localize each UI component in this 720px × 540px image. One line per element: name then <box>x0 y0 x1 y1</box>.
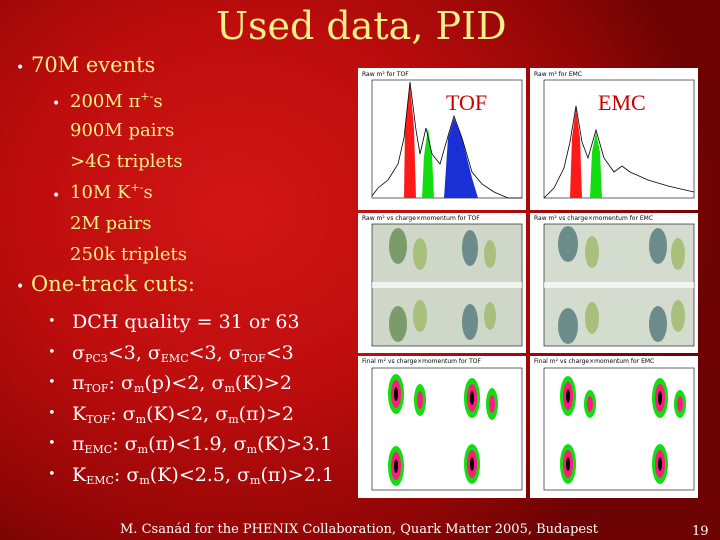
events-text: 70M events <box>30 53 156 77</box>
pion-peak <box>570 108 582 198</box>
cut-pi-tof: • πTOF: σm(p)<2, σm(K)>2 <box>48 372 292 395</box>
tof-label: TOF <box>446 90 487 115</box>
kaons-line: 10M K+-s <box>70 181 153 203</box>
pion-suffix: s <box>153 91 163 112</box>
pions-count: 200M <box>70 91 123 112</box>
plot-title: Raw m² vs charge×momentum for EMC <box>534 215 653 222</box>
pions-line: 200M π+-s <box>70 90 163 112</box>
pid-figure: Raw m² for TOF Raw m² for EMC Raw m² vs … <box>358 68 698 498</box>
tof-raw-scatter <box>371 223 523 347</box>
pion-triplets: >4G triplets <box>70 151 183 172</box>
kaon-suffix: s <box>143 182 153 203</box>
kaon-pairs: 2M pairs <box>70 213 152 234</box>
bullet-dot: • <box>52 188 61 204</box>
slide-title: Used data, PID <box>216 4 507 48</box>
bullet-events: • 70M events <box>16 53 156 77</box>
tof-histogram: TOF <box>371 79 523 199</box>
bullet-dot: • <box>52 96 61 112</box>
tof-distribution <box>371 81 522 199</box>
pion-symbol: π <box>128 91 141 112</box>
cuts-list: • DCH quality = 31 or 63 • σPC3<3, σEMC<3… <box>48 307 378 490</box>
pion-charge: +- <box>140 90 154 103</box>
proton-peak <box>444 118 478 198</box>
cut-dch: • DCH quality = 31 or 63 <box>48 307 378 338</box>
cut-k-emc: • KEMC: σm(K)<2.5, σm(π)>2.1 <box>48 463 334 487</box>
cut-k-tof: • KTOF: σm(K)<2, σm(π)>2 <box>48 402 294 426</box>
plot-title: Raw m² for EMC <box>534 71 582 78</box>
plot-title: Raw m² for TOF <box>362 71 409 78</box>
cut-pi-emc: • πEMC: σm(π)<1.9, σm(K)>3.1 <box>48 433 333 456</box>
kaon-charge: +- <box>130 181 144 194</box>
kaons-count: 10M K <box>70 182 131 203</box>
page-number: 19 <box>692 524 709 539</box>
plot-title: Raw m² vs charge×momentum for TOF <box>362 215 480 222</box>
bullet-cuts-heading: • One-track cuts: <box>16 272 195 296</box>
panel-tof-hist <box>358 68 526 210</box>
tof-final-scatter <box>371 367 523 491</box>
plot-title: Final m² vs charge×momentum for EMC <box>534 358 654 365</box>
cuts-heading: One-track cuts: <box>30 272 195 296</box>
emc-histogram: EMC <box>543 79 695 199</box>
emc-label: EMC <box>598 90 646 115</box>
cut-dch-text: DCH quality = 31 or 63 <box>72 311 300 333</box>
kaon-triplets: 250k triplets <box>70 244 187 265</box>
plot-title: Final m² vs charge×momentum for TOF <box>362 358 481 365</box>
kaon-peak <box>422 128 434 198</box>
emc-distribution <box>543 105 695 199</box>
pion-pairs: 900M pairs <box>70 120 175 141</box>
cut-sigma: • σPC3<3, σEMC<3, σTOF<3 <box>48 341 294 365</box>
emc-final-scatter <box>543 367 695 491</box>
footer: M. Csanád for the PHENIX Collaboration, … <box>120 522 599 537</box>
kaon-peak <box>590 132 602 198</box>
emc-raw-scatter <box>543 223 695 347</box>
